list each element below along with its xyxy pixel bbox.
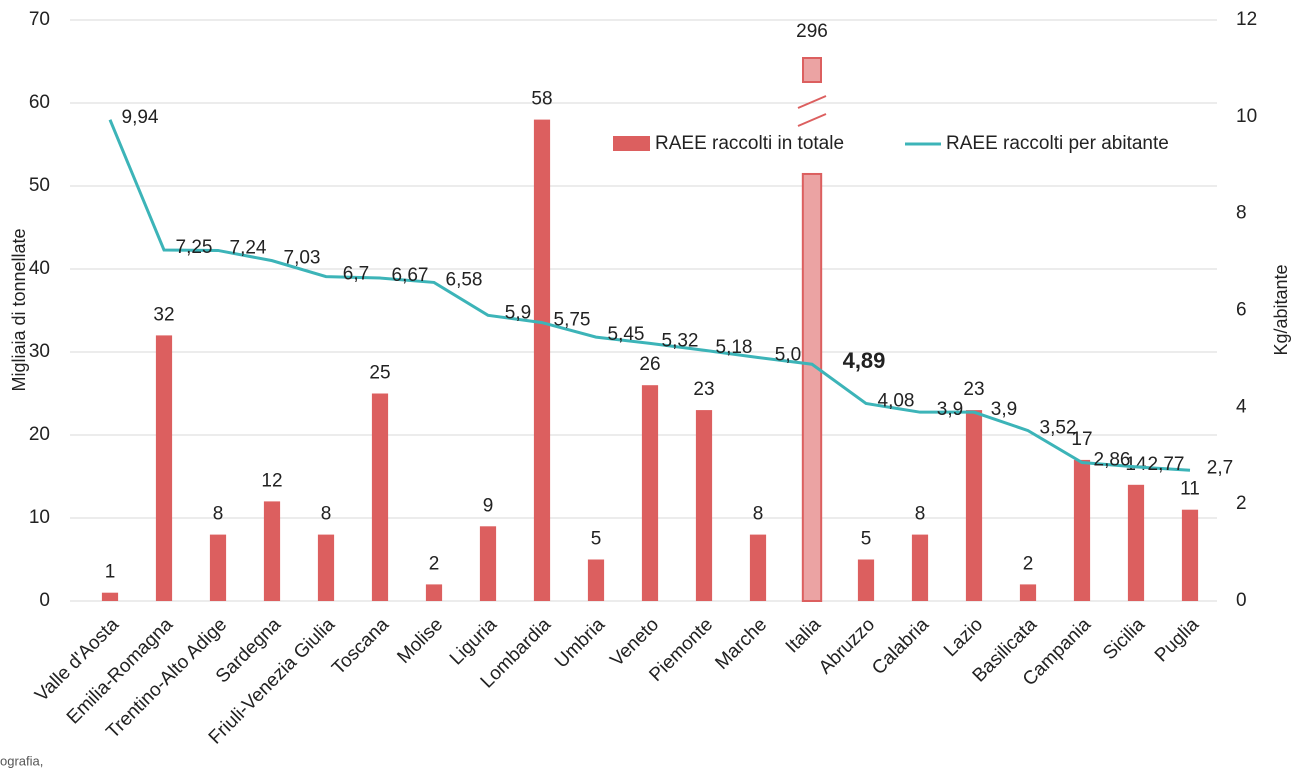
bar — [533, 119, 551, 601]
y2-tick-label: 0 — [1236, 590, 1247, 611]
x-tick-label: Toscana — [328, 614, 393, 679]
bar-value-label: 5 — [861, 529, 872, 550]
bar — [695, 410, 713, 601]
bar — [371, 393, 389, 601]
bar-value-label: 8 — [753, 504, 764, 525]
line-value-label: 5,18 — [716, 337, 753, 358]
bar — [479, 526, 497, 601]
bar-value-label: 58 — [531, 89, 552, 110]
bar-value-label: 9 — [483, 495, 494, 516]
bar-value-label: 296 — [796, 21, 828, 42]
line-value-label: 9,94 — [122, 107, 159, 128]
bar — [425, 584, 443, 601]
bar-value-label: 11 — [1180, 479, 1200, 500]
line-value-label: 5,32 — [662, 330, 699, 351]
x-tick-label: Lazio — [940, 614, 987, 661]
bar — [263, 501, 281, 601]
bar-value-label: 1 — [105, 562, 116, 583]
line-value-label: 7,24 — [230, 237, 267, 258]
bar-value-label: 2 — [1023, 553, 1034, 574]
line-value-label: 7,25 — [176, 237, 213, 258]
axis-break — [797, 113, 827, 127]
bar-value-label: 25 — [369, 363, 390, 384]
bar-value-label: 23 — [693, 379, 714, 400]
line-value-label: 5,75 — [554, 310, 591, 331]
y2-axis-title: Kg/abitante — [1271, 264, 1291, 355]
bar — [155, 335, 173, 601]
y2-tick-label: 8 — [1236, 203, 1247, 224]
x-tick-label: Marche — [711, 614, 771, 674]
bar — [641, 385, 659, 601]
bar — [1019, 584, 1037, 601]
line-value-label: 7,03 — [284, 248, 321, 269]
bar-value-label: 8 — [915, 504, 926, 525]
y-tick-label: 20 — [29, 424, 50, 445]
bar — [965, 410, 983, 601]
bar — [1127, 484, 1145, 601]
x-tick-label: Abruzzo — [815, 614, 879, 678]
line-value-label: 6,58 — [446, 269, 483, 290]
bar — [101, 592, 119, 601]
x-tick-label: Molise — [393, 614, 447, 668]
y2-tick-label: 10 — [1236, 106, 1257, 127]
x-tick-label: Sicilia — [1099, 614, 1149, 664]
line-value-label: 3,9 — [991, 399, 1017, 420]
footnote: ografia, — [0, 753, 43, 768]
line — [108, 119, 1191, 472]
line-value-label: 4,08 — [878, 390, 915, 411]
bar-value-label: 23 — [963, 379, 984, 400]
bar-broken-top — [802, 57, 822, 83]
y-tick-label: 70 — [29, 9, 50, 30]
x-tick-label: Italia — [782, 614, 826, 658]
y-tick-label: 30 — [29, 341, 50, 362]
x-tick-label: Calabria — [868, 614, 933, 679]
line-value-label: 2,77 — [1148, 454, 1185, 475]
bar — [317, 534, 335, 601]
bar-value-label: 32 — [153, 304, 174, 325]
bar — [749, 534, 767, 601]
line-value-label: 4,89 — [843, 348, 886, 373]
y-tick-label: 40 — [29, 258, 50, 279]
bar — [587, 559, 605, 601]
bar — [209, 534, 227, 601]
legend-label: RAEE raccolti per abitante — [946, 133, 1169, 154]
legend-label: RAEE raccolti in totale — [655, 133, 844, 154]
y-axis-title: Migliaia di tonnellate — [9, 228, 29, 391]
line-value-label: 2,7 — [1207, 457, 1233, 478]
bar — [1073, 459, 1091, 601]
y2-tick-label: 12 — [1236, 9, 1257, 30]
x-tick-label: Umbria — [551, 614, 609, 672]
y-tick-label: 0 — [39, 590, 50, 611]
line-value-label: 5,45 — [608, 324, 645, 345]
line-value-label: 2,86 — [1094, 450, 1131, 471]
line-value-label: 5,0 — [775, 344, 801, 365]
legend-swatch — [613, 136, 650, 151]
x-tick-label: Puglia — [1151, 614, 1204, 667]
y-tick-label: 50 — [29, 175, 50, 196]
line-value-label: 3,9 — [937, 399, 963, 420]
bar-value-label: 8 — [213, 504, 224, 525]
y-tick-label: 10 — [29, 507, 50, 528]
axis-break — [797, 95, 827, 109]
bar-value-label: 2 — [429, 553, 440, 574]
bar-value-label: 26 — [639, 354, 660, 375]
bar — [1181, 509, 1199, 601]
line-value-label: 6,7 — [343, 264, 369, 285]
y2-tick-label: 6 — [1236, 300, 1247, 321]
line-value-label: 3,52 — [1040, 418, 1077, 439]
y2-tick-label: 4 — [1236, 396, 1247, 417]
bar-broken — [801, 172, 823, 602]
bar-value-label: 12 — [261, 470, 282, 491]
bar — [857, 559, 875, 601]
line-value-label: 6,67 — [392, 265, 429, 286]
y2-tick-label: 2 — [1236, 493, 1247, 514]
line-value-label: 5,9 — [505, 302, 531, 323]
bar-value-label: 14 — [1125, 454, 1147, 475]
bar — [911, 534, 929, 601]
bar-value-label: 8 — [321, 504, 332, 525]
y-tick-label: 60 — [29, 92, 50, 113]
bar-value-label: 5 — [591, 529, 602, 550]
bar-value-label: 17 — [1071, 429, 1092, 450]
